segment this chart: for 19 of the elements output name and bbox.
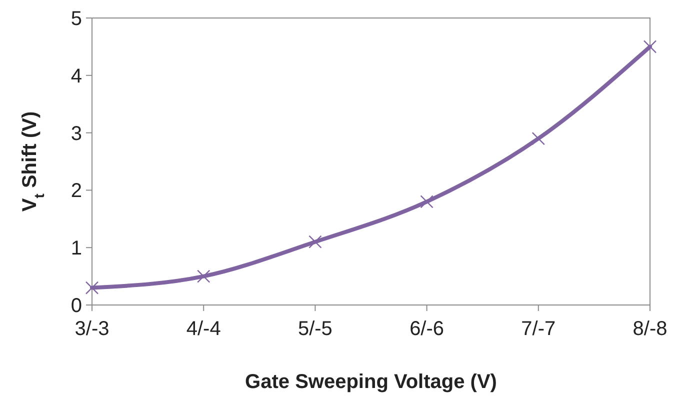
point — [85, 281, 99, 294]
y-tick-label: 0 — [70, 295, 82, 317]
x-tick-label: 7/-7 — [521, 318, 556, 340]
y-tick-label: 2 — [70, 180, 82, 202]
point — [532, 132, 545, 146]
y-tick-label: 5 — [70, 8, 82, 30]
x-tick-label: 8/-8 — [632, 318, 668, 340]
x-tick-label: 3/-3 — [74, 318, 110, 340]
y-tick-label: 4 — [70, 65, 82, 88]
y-tick-label: 3 — [70, 122, 82, 145]
point — [197, 270, 210, 283]
x-tick-label: 6/-6 — [410, 318, 444, 340]
x-axis-title: Gate Sweeping Voltage (V) — [245, 371, 497, 393]
point — [308, 235, 322, 248]
x-tick-label: 4/-4 — [186, 318, 221, 340]
y-tick-label: 1 — [70, 238, 82, 260]
point — [420, 195, 434, 208]
point — [643, 40, 657, 54]
x-tick-label: 5/-5 — [298, 318, 332, 340]
